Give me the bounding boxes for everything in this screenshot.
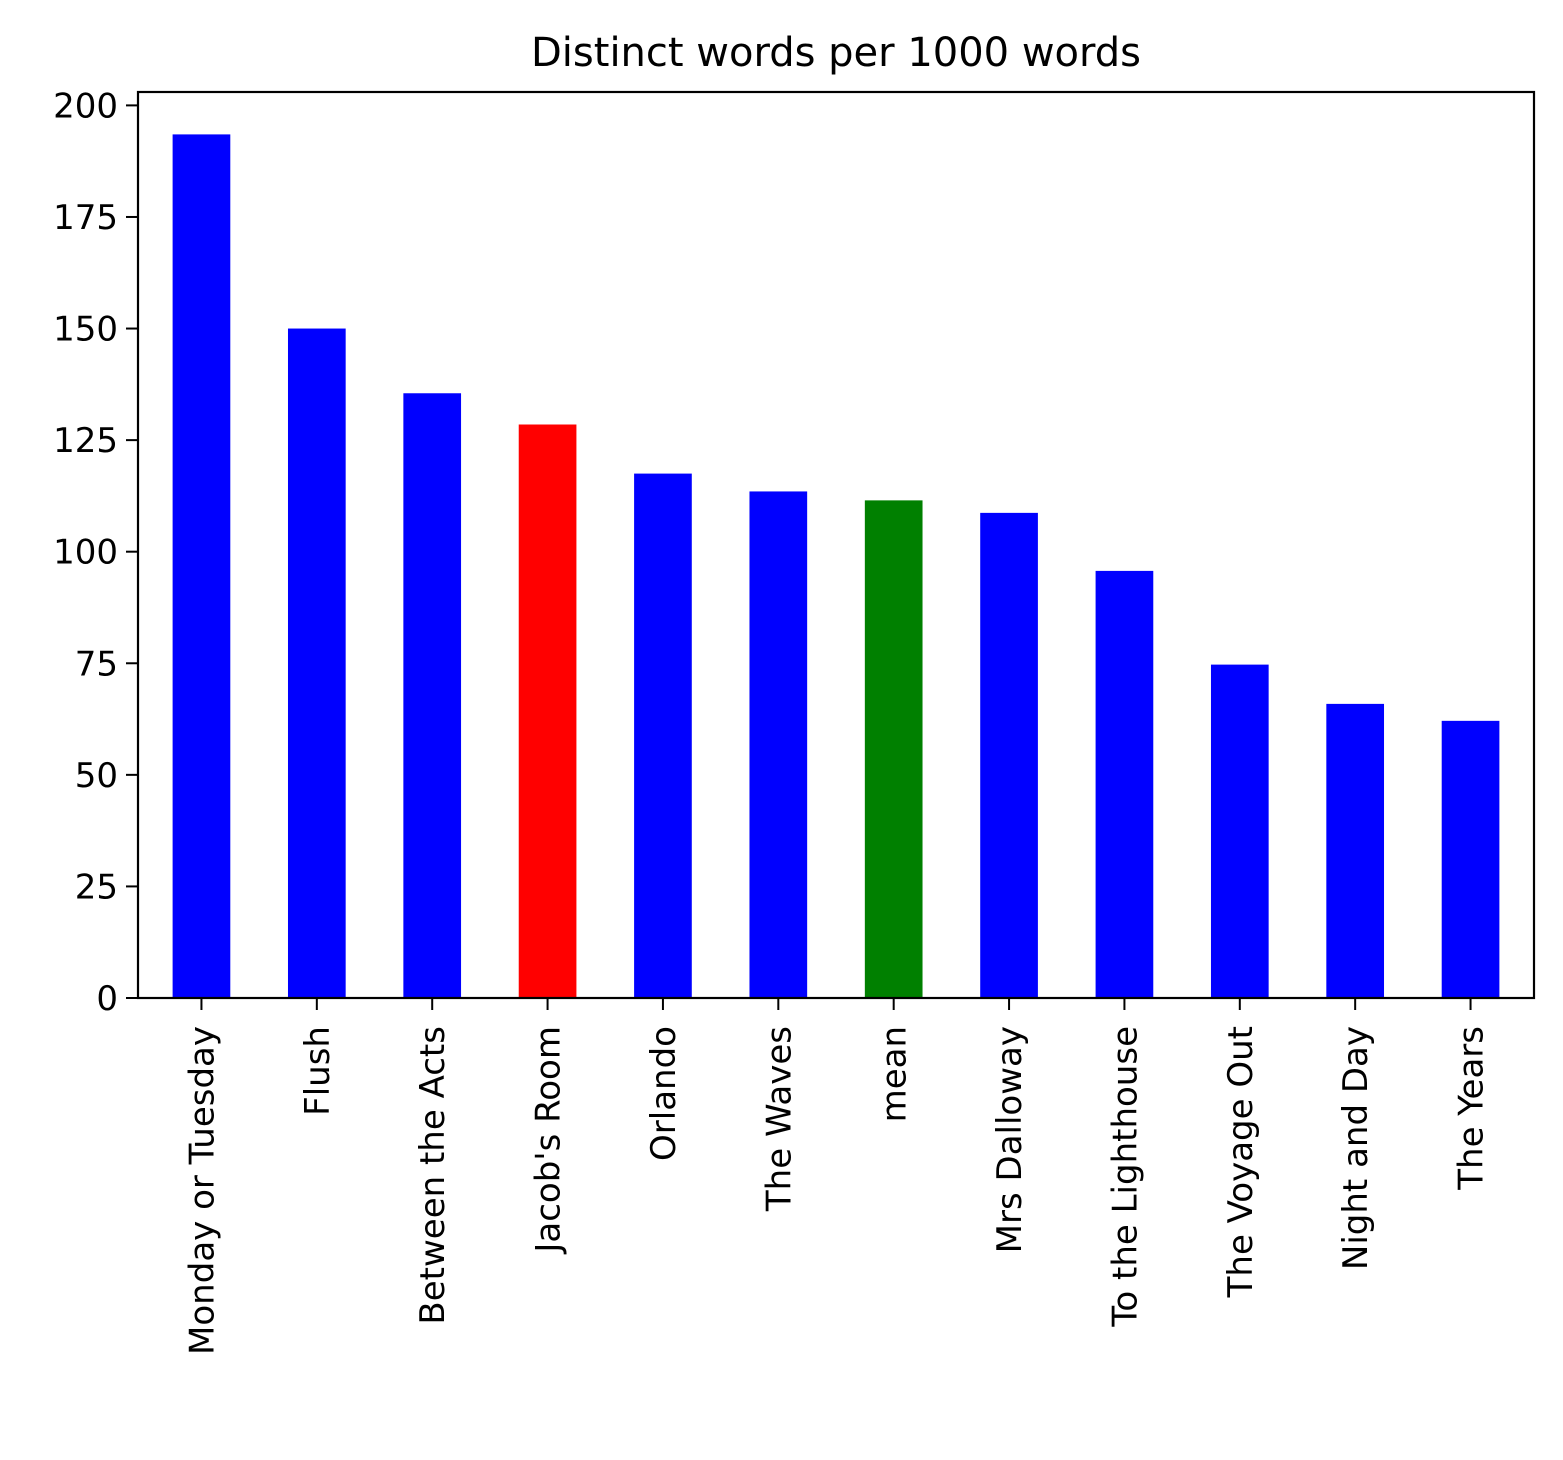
x-tick-label: Monday or Tuesday	[182, 1026, 222, 1355]
bars-layer	[172, 134, 1500, 999]
bar	[634, 473, 692, 999]
bar	[287, 328, 346, 998]
x-tick-label: Flush	[298, 1026, 338, 1116]
bar	[172, 134, 231, 998]
y-tick-label: 100	[53, 533, 118, 573]
x-tick-label: Between the Acts	[413, 1026, 453, 1325]
y-tick-label: 50	[75, 756, 118, 796]
x-tick-label: The Voyage Out	[1221, 1026, 1261, 1298]
y-tick-label: 175	[53, 198, 118, 238]
x-axis: Monday or Tuesday Flush Between the Acts Ja…	[182, 998, 1492, 1355]
x-tick-label: mean	[875, 1026, 915, 1122]
y-tick-label: 125	[53, 421, 118, 461]
y-tick-label: 0	[96, 979, 118, 1019]
chart-title: Distinct words per 1000 words	[531, 30, 1141, 76]
y-tick-label: 150	[53, 310, 118, 350]
bar	[1210, 664, 1269, 998]
x-tick-label: The Waves	[759, 1026, 799, 1212]
y-axis: 0 25 50 75 100 125 150 175 200	[53, 86, 138, 1019]
x-tick-label: Night and Day	[1336, 1026, 1376, 1270]
bar	[518, 424, 577, 998]
bar	[749, 491, 808, 998]
bar	[980, 512, 1038, 998]
y-tick-label: 200	[53, 86, 118, 126]
x-tick-label: Mrs Dalloway	[990, 1026, 1030, 1253]
x-tick-label: To the Lighthouse	[1105, 1026, 1145, 1328]
x-tick-label: Jacob's Room	[529, 1026, 569, 1255]
plot-frame	[136, 90, 1536, 1000]
x-tick-label: The Years	[1452, 1026, 1492, 1191]
y-tick-label: 75	[75, 644, 118, 684]
bar	[1441, 720, 1500, 998]
bar	[864, 500, 923, 998]
y-tick-label: 25	[75, 867, 118, 907]
bar	[1095, 570, 1154, 998]
bar	[1326, 703, 1385, 998]
bar	[403, 393, 462, 998]
x-tick-label: Orlando	[644, 1026, 684, 1161]
